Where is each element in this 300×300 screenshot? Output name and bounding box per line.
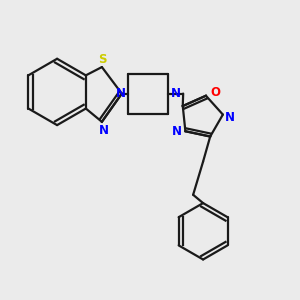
Text: N: N bbox=[170, 87, 181, 100]
Text: N: N bbox=[172, 125, 182, 138]
Text: O: O bbox=[210, 86, 220, 99]
Text: S: S bbox=[98, 53, 106, 66]
Text: N: N bbox=[225, 111, 235, 124]
Text: N: N bbox=[98, 124, 109, 136]
Text: N: N bbox=[116, 87, 126, 100]
